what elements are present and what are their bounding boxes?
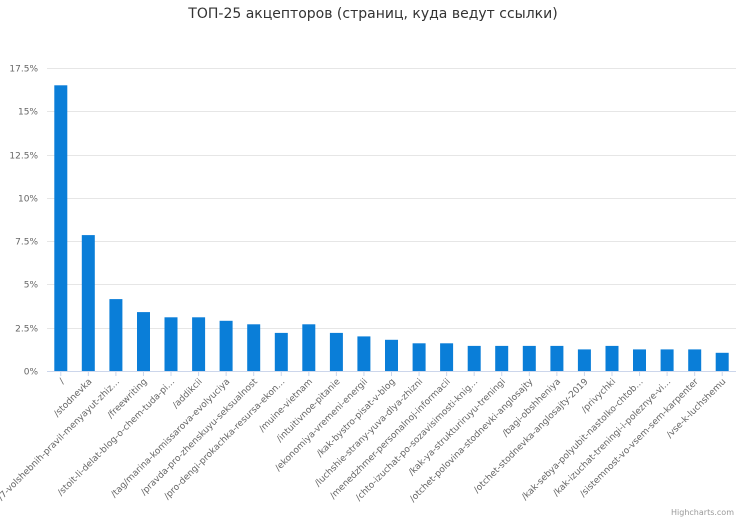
bar[interactable] xyxy=(329,332,343,371)
y-tick-label: 10% xyxy=(18,195,38,205)
bar[interactable] xyxy=(54,85,68,372)
bar[interactable] xyxy=(715,352,729,371)
bar[interactable] xyxy=(550,345,564,371)
y-tick-label: 12.5% xyxy=(9,152,38,162)
bar[interactable] xyxy=(605,345,619,371)
bar[interactable] xyxy=(633,349,646,371)
y-tick-label: 5% xyxy=(24,281,39,291)
bar[interactable] xyxy=(385,339,398,371)
y-tick-label: 17.5% xyxy=(9,65,38,75)
bar[interactable] xyxy=(660,349,674,371)
bar[interactable] xyxy=(412,343,426,371)
bar[interactable] xyxy=(192,317,206,371)
bar[interactable] xyxy=(274,332,288,371)
bar[interactable] xyxy=(495,345,509,371)
bar[interactable] xyxy=(137,312,150,371)
bar[interactable] xyxy=(109,299,123,371)
y-tick-label: 0% xyxy=(24,368,39,378)
x-tick-label: / xyxy=(58,376,68,386)
credits-label[interactable]: Highcharts.com xyxy=(671,508,734,517)
bar[interactable] xyxy=(302,324,316,371)
chart-title: ТОП-25 акцепторов (страниц, куда ведут с… xyxy=(187,6,557,22)
y-axis: 0% 2.5% 5% 7.5% 10% 12.5% 15% 17.5% xyxy=(9,65,38,378)
bar-series xyxy=(54,85,729,372)
x-tick-label: /7-volshebnih-pravil-menyayut-zhiz… xyxy=(0,377,122,503)
bar[interactable] xyxy=(522,345,536,371)
y-tick-label: 2.5% xyxy=(15,325,38,335)
bar[interactable] xyxy=(247,324,261,371)
y-tick-label: 7.5% xyxy=(15,238,38,248)
bar[interactable] xyxy=(577,349,591,371)
bar[interactable] xyxy=(688,349,702,371)
bar[interactable] xyxy=(467,345,481,371)
y-tick-label: 15% xyxy=(18,108,38,118)
bar[interactable] xyxy=(440,343,454,371)
bar[interactable] xyxy=(81,235,95,371)
bar[interactable] xyxy=(357,336,371,371)
x-axis: //stodnevka/7-volshebnih-pravil-menyayut… xyxy=(0,371,728,504)
bar[interactable] xyxy=(164,317,178,371)
gridlines xyxy=(47,68,736,372)
bar[interactable] xyxy=(219,320,233,371)
